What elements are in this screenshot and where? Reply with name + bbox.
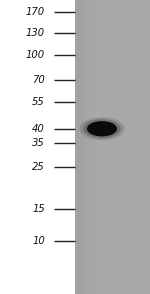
Bar bbox=[124, 0, 125, 294]
Ellipse shape bbox=[83, 119, 121, 138]
Bar bbox=[149, 0, 150, 294]
Bar bbox=[76, 0, 78, 294]
Bar bbox=[121, 0, 123, 294]
Bar bbox=[100, 0, 101, 294]
Bar bbox=[75, 0, 150, 294]
Bar bbox=[123, 0, 124, 294]
Bar bbox=[112, 0, 114, 294]
Text: 170: 170 bbox=[26, 7, 45, 17]
Text: 55: 55 bbox=[32, 97, 45, 107]
Bar bbox=[78, 0, 79, 294]
Bar bbox=[84, 0, 85, 294]
Bar bbox=[130, 0, 131, 294]
Bar bbox=[99, 0, 100, 294]
Text: 130: 130 bbox=[26, 28, 45, 38]
Bar bbox=[147, 0, 149, 294]
Bar bbox=[141, 0, 142, 294]
Bar bbox=[146, 0, 147, 294]
Bar bbox=[119, 0, 120, 294]
Text: 35: 35 bbox=[32, 138, 45, 148]
Bar bbox=[135, 0, 136, 294]
Bar bbox=[80, 0, 81, 294]
Bar bbox=[102, 0, 104, 294]
Bar bbox=[111, 0, 112, 294]
Bar bbox=[94, 0, 95, 294]
Bar bbox=[140, 0, 141, 294]
Ellipse shape bbox=[80, 117, 124, 140]
Ellipse shape bbox=[87, 121, 117, 136]
Bar bbox=[136, 0, 138, 294]
Bar bbox=[81, 0, 83, 294]
Bar bbox=[87, 0, 89, 294]
Bar bbox=[128, 0, 129, 294]
Bar bbox=[96, 0, 98, 294]
Bar bbox=[142, 0, 144, 294]
Bar bbox=[116, 0, 117, 294]
Bar bbox=[82, 0, 84, 294]
Bar bbox=[75, 0, 76, 294]
Bar bbox=[109, 0, 110, 294]
Bar bbox=[117, 0, 119, 294]
Bar bbox=[110, 0, 111, 294]
Bar bbox=[131, 0, 132, 294]
Bar bbox=[105, 0, 106, 294]
Bar bbox=[89, 0, 90, 294]
Text: 40: 40 bbox=[32, 124, 45, 134]
Bar bbox=[86, 0, 87, 294]
Bar bbox=[139, 0, 140, 294]
Bar bbox=[125, 0, 126, 294]
Text: 70: 70 bbox=[32, 75, 45, 85]
Bar bbox=[93, 0, 94, 294]
Bar bbox=[134, 0, 135, 294]
Bar bbox=[91, 0, 93, 294]
Bar bbox=[138, 0, 139, 294]
Bar bbox=[120, 0, 121, 294]
Bar bbox=[85, 0, 86, 294]
Bar bbox=[95, 0, 96, 294]
Bar bbox=[104, 0, 105, 294]
Text: 10: 10 bbox=[32, 236, 45, 246]
Bar bbox=[98, 0, 99, 294]
Text: 25: 25 bbox=[32, 162, 45, 172]
Text: 100: 100 bbox=[26, 50, 45, 60]
Bar bbox=[79, 0, 80, 294]
Bar bbox=[144, 0, 145, 294]
Bar bbox=[114, 0, 115, 294]
Bar bbox=[90, 0, 91, 294]
Bar bbox=[126, 0, 128, 294]
Bar bbox=[132, 0, 134, 294]
Bar bbox=[115, 0, 116, 294]
Bar bbox=[145, 0, 146, 294]
Text: 15: 15 bbox=[32, 204, 45, 214]
Bar bbox=[101, 0, 102, 294]
Bar bbox=[129, 0, 130, 294]
Bar bbox=[108, 0, 109, 294]
Bar bbox=[106, 0, 108, 294]
